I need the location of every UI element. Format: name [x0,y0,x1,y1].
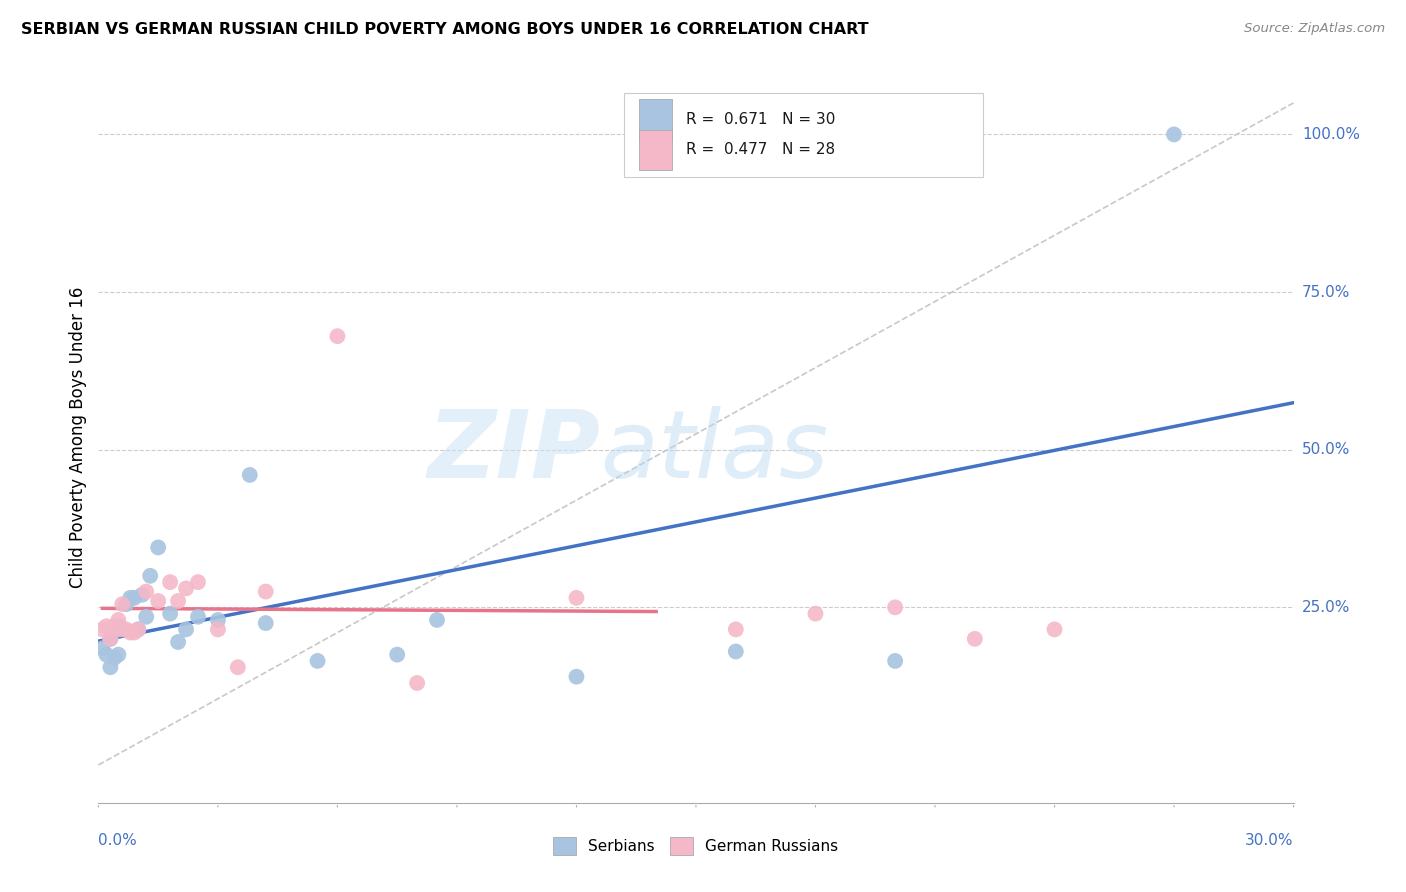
Text: Source: ZipAtlas.com: Source: ZipAtlas.com [1244,22,1385,36]
Point [107,623,129,637]
Point [91,641,114,656]
Point [103,650,125,665]
Point [98,632,122,646]
Point [127,623,149,637]
Point [148,594,170,608]
Point [98,632,122,646]
Point [307,654,329,668]
Point [167,594,190,608]
Point [804,607,827,621]
Point [565,591,588,605]
Point [884,600,907,615]
Point [98,660,122,674]
Point [115,623,138,637]
Point [884,654,907,668]
Point [96,619,118,633]
Point [127,623,149,637]
Point [120,625,142,640]
Point [111,623,134,637]
Point [91,623,114,637]
FancyBboxPatch shape [638,99,672,139]
Point [107,613,129,627]
Point [254,616,277,631]
Point [159,575,181,590]
Point [1163,128,1185,142]
Point [111,597,134,611]
Point [385,648,409,662]
Point [963,632,986,646]
Text: R =  0.671   N = 30: R = 0.671 N = 30 [686,112,835,127]
Point [124,591,146,605]
Point [124,625,146,640]
Text: R =  0.477   N = 28: R = 0.477 N = 28 [686,143,835,158]
Point [139,569,162,583]
FancyBboxPatch shape [638,130,672,170]
Text: 0.0%: 0.0% [98,833,138,848]
Point [187,609,209,624]
Point [207,613,229,627]
Y-axis label: Child Poverty Among Boys Under 16: Child Poverty Among Boys Under 16 [69,286,87,588]
Point [207,623,229,637]
Point [107,648,129,662]
FancyBboxPatch shape [624,94,983,178]
Point [103,619,125,633]
Point [239,467,262,482]
Point [426,613,449,627]
Point [174,582,197,596]
Point [159,607,181,621]
Point [167,635,190,649]
Point [187,575,209,590]
Point [148,541,170,555]
Point [115,597,138,611]
Point [135,609,157,624]
Point [254,584,277,599]
Legend: Serbians, German Russians: Serbians, German Russians [547,831,845,861]
Text: 25.0%: 25.0% [1302,599,1350,615]
Point [135,584,157,599]
Point [226,660,249,674]
Point [724,644,747,658]
Point [724,623,747,637]
Point [565,670,588,684]
Text: atlas: atlas [600,406,828,497]
Point [96,648,118,662]
Point [174,623,197,637]
Point [107,619,129,633]
Point [326,329,349,343]
Text: 75.0%: 75.0% [1302,285,1350,300]
Text: 50.0%: 50.0% [1302,442,1350,458]
Point [131,588,153,602]
Text: 100.0%: 100.0% [1302,127,1360,142]
Point [120,591,142,605]
Text: 30.0%: 30.0% [1246,833,1294,848]
Text: ZIP: ZIP [427,406,600,498]
Point [1043,623,1066,637]
Point [406,676,429,690]
Text: SERBIAN VS GERMAN RUSSIAN CHILD POVERTY AMONG BOYS UNDER 16 CORRELATION CHART: SERBIAN VS GERMAN RUSSIAN CHILD POVERTY … [21,22,869,37]
